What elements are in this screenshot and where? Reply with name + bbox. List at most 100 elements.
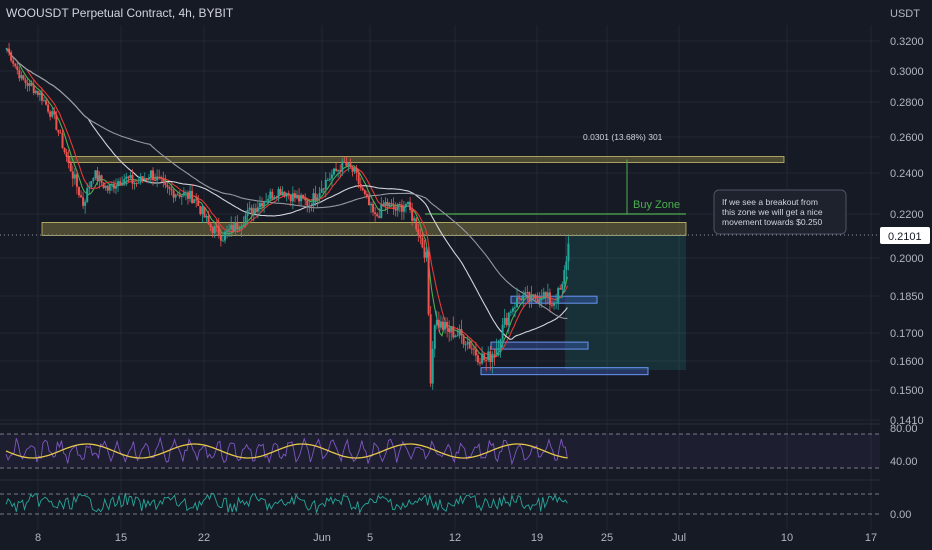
candle-body: [396, 203, 399, 211]
candle: [493, 348, 496, 366]
candle: [306, 198, 309, 213]
candle-body: [384, 201, 387, 206]
candle: [293, 189, 296, 203]
candle-body: [298, 195, 301, 202]
candle: [92, 177, 95, 184]
candle-body: [468, 341, 471, 349]
measure-label: 0.0301 (13.68%) 301: [583, 132, 663, 142]
candle: [534, 293, 537, 302]
candle-body: [421, 237, 424, 248]
candle-body: [332, 168, 335, 175]
candle-body: [542, 292, 545, 299]
support-box-1: [490, 341, 589, 350]
candle: [223, 230, 226, 244]
candle-body: [152, 170, 155, 180]
candle-body: [248, 207, 251, 210]
candle-body: [497, 347, 500, 349]
candle-body: [448, 327, 451, 332]
candle: [567, 236, 570, 271]
candle-body: [269, 191, 272, 199]
candle: [557, 286, 560, 310]
candle-body: [61, 133, 64, 149]
candle: [80, 190, 83, 198]
candle-body: [339, 170, 342, 172]
candle-body: [172, 190, 175, 198]
candle: [511, 306, 514, 315]
candle: [441, 317, 444, 332]
candle-body: [308, 205, 311, 207]
chart-title: WOOUSDT Perpetual Contract, 4h, BYBIT: [6, 6, 234, 20]
candle: [316, 194, 319, 208]
candle-body: [367, 196, 370, 206]
candle-body: [127, 176, 130, 178]
candle: [470, 339, 473, 355]
candle-body: [466, 341, 469, 345]
candle-body: [168, 186, 171, 189]
candle-body: [114, 185, 117, 189]
candle: [326, 177, 329, 181]
y-tick-label: 0.2000: [890, 253, 924, 265]
candle-body: [474, 349, 477, 356]
candle-body: [164, 181, 167, 185]
candle: [483, 353, 486, 363]
candle: [439, 315, 442, 331]
candle: [53, 107, 56, 120]
currency-label: USDT: [890, 8, 920, 20]
candle: [59, 129, 62, 134]
candle: [532, 294, 535, 301]
candle-body: [310, 205, 313, 207]
candle-body: [149, 170, 152, 178]
candle-body: [281, 191, 284, 195]
candle: [178, 190, 181, 199]
buy-zone-label: Buy Zone: [633, 199, 680, 211]
candle: [281, 186, 284, 196]
candle-body: [450, 326, 453, 332]
candle: [176, 191, 179, 196]
candle: [553, 300, 556, 310]
candle: [275, 195, 278, 200]
candle: [370, 202, 373, 213]
candle-body: [57, 129, 60, 133]
candle: [337, 169, 340, 178]
y-tick-label: 0.3200: [890, 36, 924, 48]
candle: [180, 195, 183, 206]
candle-body: [462, 335, 465, 345]
candle: [145, 177, 148, 183]
candle: [8, 42, 11, 56]
candle: [347, 162, 350, 172]
candle: [219, 228, 222, 247]
candle-body: [45, 100, 48, 105]
candle-body: [419, 235, 422, 238]
candle-body: [20, 75, 23, 79]
candle: [291, 186, 294, 210]
candle-body: [24, 79, 27, 84]
candle: [164, 174, 167, 189]
candle: [277, 186, 280, 202]
candle: [314, 185, 317, 207]
candle-body: [59, 132, 62, 134]
candle: [265, 192, 268, 203]
candle-body: [30, 83, 33, 86]
candle: [20, 71, 23, 81]
candle-body: [427, 251, 430, 315]
candle: [429, 306, 432, 387]
candle-body: [92, 178, 95, 181]
candle: [232, 222, 235, 234]
candle: [283, 191, 286, 198]
candle: [65, 148, 68, 162]
candle-body: [82, 197, 85, 206]
candle: [30, 80, 33, 87]
candle: [182, 187, 185, 198]
candle: [501, 317, 504, 348]
candle-body: [263, 201, 266, 207]
candle-body: [536, 299, 539, 303]
candle-body: [232, 224, 235, 232]
candle: [472, 345, 475, 356]
candle: [102, 182, 105, 190]
candle-body: [228, 229, 231, 231]
candle: [474, 342, 477, 362]
candle: [361, 185, 364, 192]
candle-body: [513, 307, 516, 309]
candle: [349, 158, 352, 168]
